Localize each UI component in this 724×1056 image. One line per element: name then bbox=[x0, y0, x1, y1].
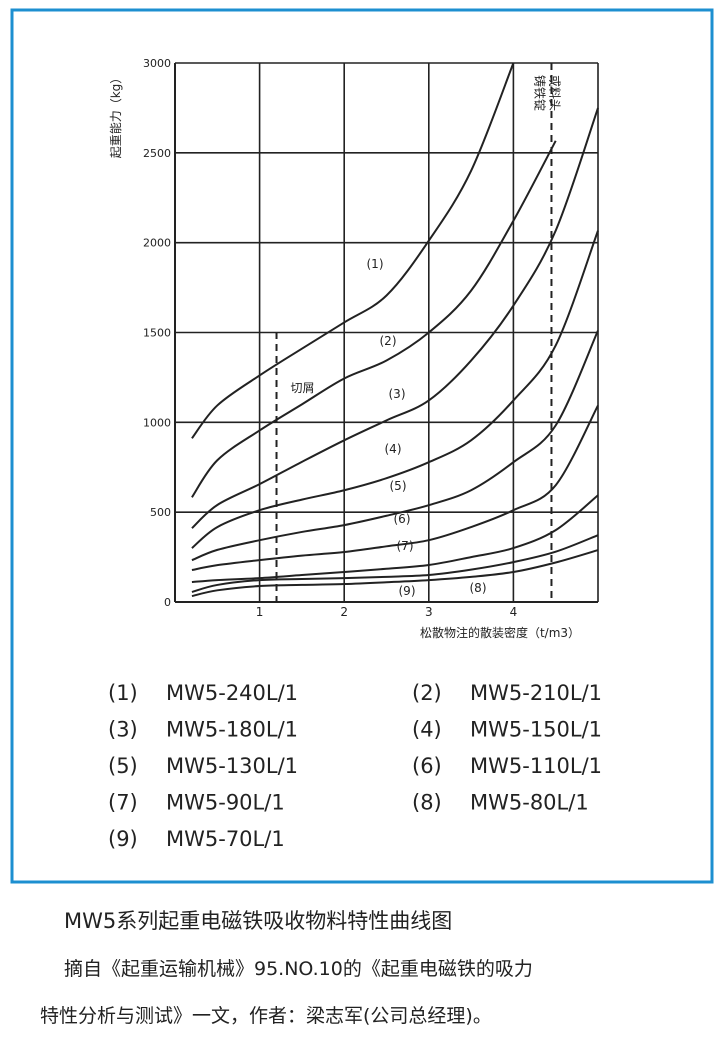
legend-label: (3) bbox=[108, 718, 138, 742]
curve bbox=[191, 330, 599, 562]
x-axis-label: 松散物注的散装密度（t/m3） bbox=[420, 625, 580, 640]
x-tick-label: 1 bbox=[256, 605, 264, 619]
curve-label: (2) bbox=[380, 334, 397, 348]
y-tick-label: 500 bbox=[150, 506, 171, 519]
legend-name: MW5-80L/1 bbox=[470, 791, 589, 815]
y-tick-label: 3000 bbox=[143, 57, 171, 70]
y-tick-label: 1000 bbox=[143, 416, 171, 429]
curve-label: (9) bbox=[399, 584, 416, 598]
y-axis-label: 起重能力（kg） bbox=[109, 72, 123, 159]
legend-name: MW5-110L/1 bbox=[470, 754, 602, 778]
legend-label: (9) bbox=[108, 827, 138, 851]
curve bbox=[191, 549, 599, 598]
curve-label: (7) bbox=[397, 539, 414, 553]
legend-label: (5) bbox=[108, 754, 138, 778]
curve bbox=[191, 534, 599, 593]
caption-line: 特性分析与测试》一文，作者：梁志军(公司总经理)。 bbox=[40, 1005, 492, 1027]
legend-label: (7) bbox=[108, 791, 138, 815]
legend-label: (1) bbox=[108, 681, 138, 705]
curve-label: (3) bbox=[389, 387, 406, 401]
curve-label: (6) bbox=[394, 512, 411, 526]
legend-label: (8) bbox=[412, 791, 442, 815]
y-tick-label: 2500 bbox=[143, 147, 171, 160]
legend-label: (2) bbox=[412, 681, 442, 705]
legend-name: MW5-150L/1 bbox=[470, 718, 602, 742]
reference-label: 切屑 bbox=[291, 381, 315, 395]
caption-title: MW5系列起重电磁铁吸收物料特性曲线图 bbox=[64, 909, 452, 933]
x-tick-label: 4 bbox=[510, 605, 518, 619]
curve-label: (4) bbox=[385, 442, 402, 456]
legend-name: MW5-210L/1 bbox=[470, 681, 602, 705]
y-tick-label: 0 bbox=[164, 596, 171, 609]
legend-name: MW5-130L/1 bbox=[166, 754, 298, 778]
x-tick-label: 2 bbox=[340, 605, 348, 619]
curve-label: (1) bbox=[367, 257, 384, 271]
curve bbox=[191, 62, 515, 439]
curve bbox=[191, 230, 599, 549]
legend-name: MW5-240L/1 bbox=[166, 681, 298, 705]
legend-name: MW5-90L/1 bbox=[166, 791, 285, 815]
curve-label: (8) bbox=[470, 581, 487, 595]
legend-name: MW5-70L/1 bbox=[166, 827, 285, 851]
reference-label: 或料头 bbox=[547, 75, 561, 111]
curve bbox=[191, 494, 599, 584]
x-tick-label: 3 bbox=[425, 605, 433, 619]
y-tick-label: 2000 bbox=[143, 237, 171, 250]
frame bbox=[10, 8, 714, 884]
curve-label: (5) bbox=[390, 479, 407, 493]
legend-name: MW5-180L/1 bbox=[166, 718, 298, 742]
y-tick-label: 1500 bbox=[143, 327, 171, 340]
caption-line: 摘自《起重运输机械》95.NO.10的《起重电磁铁的吸力 bbox=[64, 958, 533, 980]
curve bbox=[191, 404, 599, 572]
legend-label: (6) bbox=[412, 754, 442, 778]
reference-label: 铸铁锭 bbox=[532, 75, 547, 111]
curve bbox=[191, 140, 557, 498]
legend-label: (4) bbox=[412, 718, 442, 742]
curve bbox=[191, 107, 599, 529]
